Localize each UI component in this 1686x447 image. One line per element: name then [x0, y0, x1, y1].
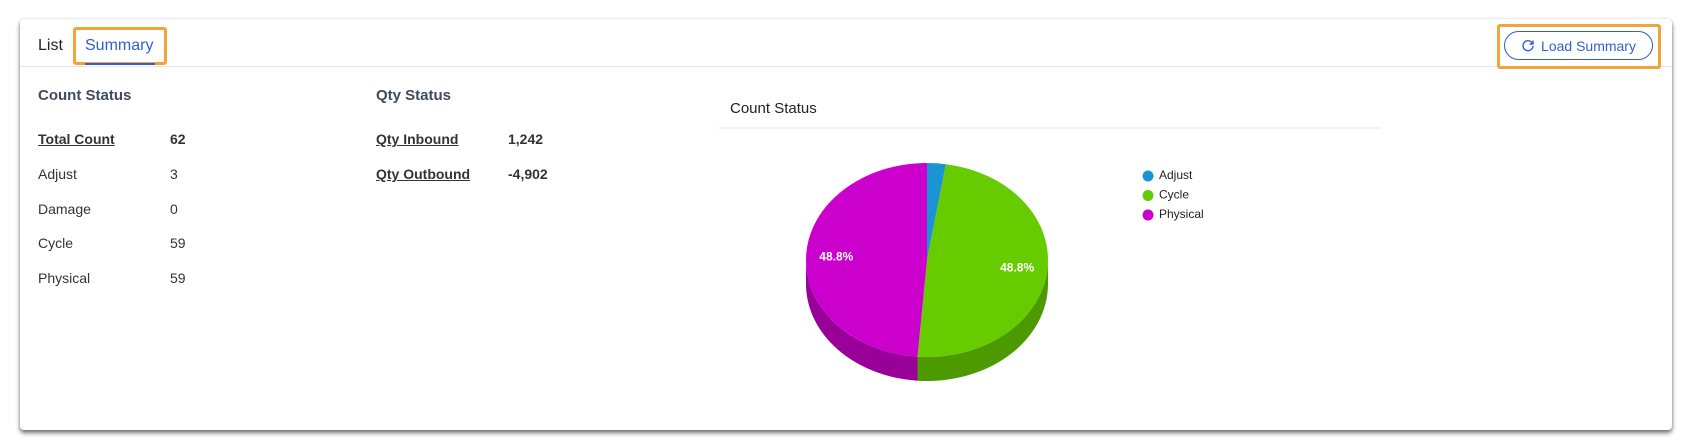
- qty-status-title: Qty Status: [376, 87, 452, 104]
- data-label: 48.8%: [1000, 261, 1034, 275]
- button-highlight: [1497, 24, 1661, 69]
- row-value: 0: [170, 201, 178, 217]
- row-value: 59: [170, 235, 186, 251]
- tab-divider: [20, 66, 1672, 67]
- chart-title: Count Status: [730, 100, 817, 117]
- tab-underline: [85, 63, 155, 65]
- chart: Count Status 48.8% 48.8% Adjust Cycle Physic…: [718, 100, 1380, 381]
- row-value: 1,242: [508, 131, 544, 147]
- pie-slice: [927, 163, 946, 260]
- row-label: Damage: [38, 201, 91, 217]
- count-status-title: Count Status: [38, 87, 132, 104]
- slice-side: [806, 260, 918, 381]
- summary-tab[interactable]: Summary: [85, 37, 154, 54]
- legend-label: Adjust: [1159, 168, 1193, 182]
- row-label: Total Count: [38, 131, 115, 147]
- legend-label: Cycle: [1159, 188, 1189, 202]
- refresh-icon: [1522, 39, 1534, 51]
- pie-slice: [806, 163, 927, 357]
- summary-card: List Summary Load Summary Count Status Q…: [20, 19, 1672, 430]
- legend-label: Physical: [1159, 207, 1204, 221]
- button-label: Load Summary: [1541, 37, 1636, 54]
- row-value: 3: [170, 166, 178, 182]
- legend-marker: [1142, 190, 1154, 201]
- data-label: 48.8%: [819, 249, 853, 263]
- slice-side: [917, 260, 1048, 381]
- pie-slice: [917, 164, 1048, 357]
- legend-marker: [1142, 170, 1154, 182]
- row-label: Adjust: [38, 166, 77, 182]
- row-label: Cycle: [38, 235, 74, 251]
- load-summary-button[interactable]: Load Summary: [1504, 31, 1653, 60]
- row-label: Qty Inbound: [376, 131, 459, 147]
- row-label: Physical: [38, 270, 91, 286]
- row-value: 62: [170, 131, 186, 147]
- legend-marker: [1142, 209, 1154, 221]
- row-label: Qty Outbound: [376, 166, 471, 182]
- row-value: -4,902: [508, 166, 548, 182]
- list-tab[interactable]: List: [38, 37, 63, 54]
- row-value: 59: [170, 270, 186, 286]
